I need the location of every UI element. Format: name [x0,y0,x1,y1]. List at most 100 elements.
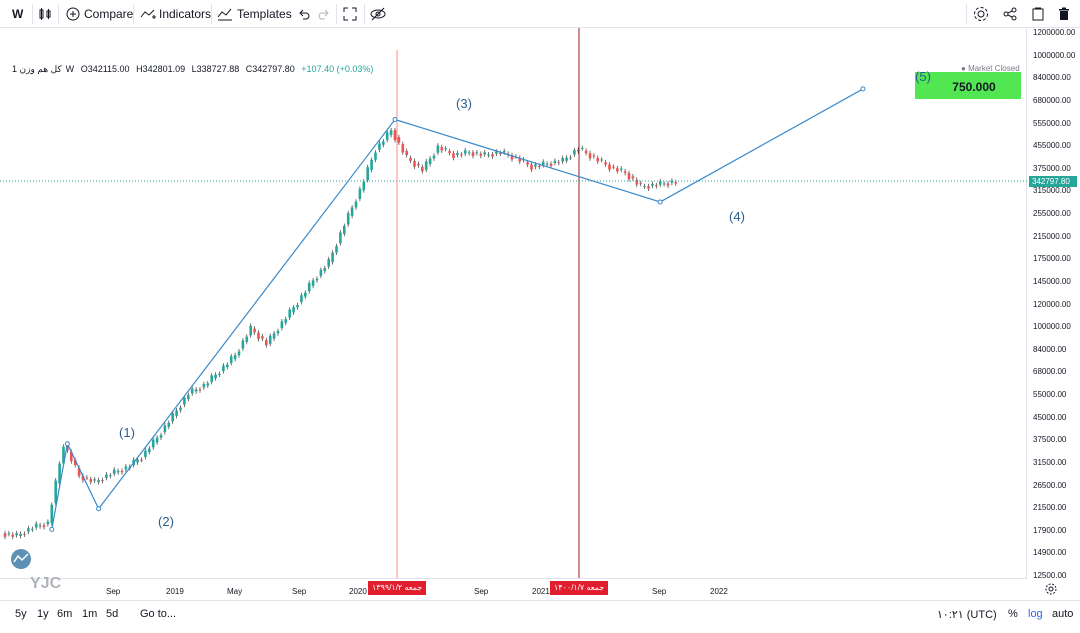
price-chart[interactable]: 750.000 (1) (2) (3) (4) (5) [0,28,1027,578]
auto-toggle[interactable]: auto [1052,608,1074,620]
clock-label[interactable]: ۱۰:۲۱ (UTC) [937,609,997,621]
symbol-name[interactable]: کل هم وزن [19,64,62,74]
share-icon[interactable] [1003,0,1017,28]
candle-body [163,425,167,433]
interval-button[interactable]: W [12,0,23,28]
price-tick: 255000.00 [1033,209,1071,218]
candle-body [62,446,65,464]
candle-body [424,161,428,170]
candle-body [561,157,564,162]
axis-settings-gear-icon[interactable] [1045,578,1057,600]
range-5d[interactable]: 5d [106,608,119,620]
candle-body [190,388,194,394]
redo-icon[interactable] [318,0,330,28]
candle-body [495,151,498,154]
ohlc-legend: کل هم وزن 1W O342115.00 H342801.09 L3387… [12,64,377,75]
price-tick: 315000.00 [1033,186,1071,196]
toolbar-divider [58,4,59,24]
candle-body [3,533,7,537]
candle-body [296,304,299,308]
chart-pane[interactable]: 750.000 (1) (2) (3) (4) (5) کل هم وزن 1W… [0,28,1027,578]
trash-icon[interactable] [1058,0,1070,28]
range-6m[interactable]: 6m [57,608,73,620]
indicators-button[interactable]: Indicators [140,0,211,28]
candle-body [366,167,369,181]
legend-low: L338727.88 [191,64,240,74]
candle-body [171,413,174,422]
candle-body [148,448,151,453]
price-tick: 215000.00 [1033,231,1071,241]
fullscreen-icon[interactable] [343,0,357,28]
range-1y[interactable]: 1y [37,608,49,620]
price-tick: 45000.00 [1033,412,1067,422]
candle-body [635,179,639,185]
price-tick: 100000.00 [1033,322,1071,332]
time-tick: May [227,587,243,596]
indicators-label: Indicators [159,7,212,21]
range-5y[interactable]: 5y [15,608,27,620]
candle-body [491,154,494,157]
compare-label: Compare [84,7,134,21]
percent-toggle[interactable]: % [1008,608,1018,620]
candle-body [257,332,260,340]
time-tick: Sep [106,587,121,596]
chart-logo [11,549,31,569]
templates-button[interactable]: Templates [217,0,292,28]
wave-labels: (1) (2) (3) (4) (5) [119,69,931,529]
candle-body [674,182,678,184]
candle-body [194,389,198,392]
candle-body [604,162,607,165]
undo-icon[interactable] [298,0,310,28]
candle-body [350,207,354,216]
candle-body [136,459,139,463]
hide-icon[interactable] [370,0,386,28]
candle-body [612,166,615,168]
candle-body [179,407,182,411]
candle-body [89,479,93,483]
current-price-badge: 342797.80 [1029,176,1077,187]
range-1m[interactable]: 1m [82,608,98,620]
candle-body [452,153,455,158]
candle-body [210,375,213,382]
settings-gear-icon[interactable] [973,0,989,28]
price-tick: 455000.00 [1033,141,1071,151]
price-tick: 55000.00 [1033,390,1067,399]
candle-body [545,163,549,165]
candle-body [323,268,327,272]
candle-body [77,467,81,476]
plus-circle-icon [66,7,80,21]
candle-body [38,525,42,527]
candle-body [300,295,303,303]
price-tick: 31500.00 [1033,457,1067,467]
compare-button[interactable]: Compare [66,0,133,28]
candle-body [401,144,405,153]
candle-body [237,351,241,356]
snapshot-icon[interactable] [1031,0,1045,28]
candle-body [409,157,412,161]
candle-body [288,309,291,318]
price-tick: 680000.00 [1033,95,1071,105]
candle-body [245,336,249,342]
candle-body [389,130,393,136]
log-toggle[interactable]: log [1028,608,1043,620]
candle-body [616,168,619,172]
candle-body [596,157,600,162]
candle-body [34,523,38,528]
wave-label-4: (4) [729,209,745,224]
legend-change: +107.40 (+0.03%) [301,64,374,74]
candle-body [319,269,323,276]
candle-body [631,176,635,179]
candle-body [666,183,670,186]
candles-icon[interactable] [38,0,52,28]
candle-body [580,147,584,149]
top-toolbar: W Compare Indicators Templates [0,0,1080,28]
price-tick: 1000000.00 [1033,50,1076,60]
candle-body [639,183,642,185]
time-axis[interactable]: Sep 2019 May Sep 2020 Sep 2021 Sep 2022 [0,578,1027,600]
candle-body [393,130,397,141]
goto-button[interactable]: Go to... [140,608,177,620]
price-tick: 21500.00 [1033,503,1067,513]
price-scale[interactable]: 1200000.00 1000000.00 840000.00 680000.00 55… [1027,28,1080,580]
target-box[interactable] [915,72,1021,99]
elliott-wave-lines[interactable] [49,86,866,532]
